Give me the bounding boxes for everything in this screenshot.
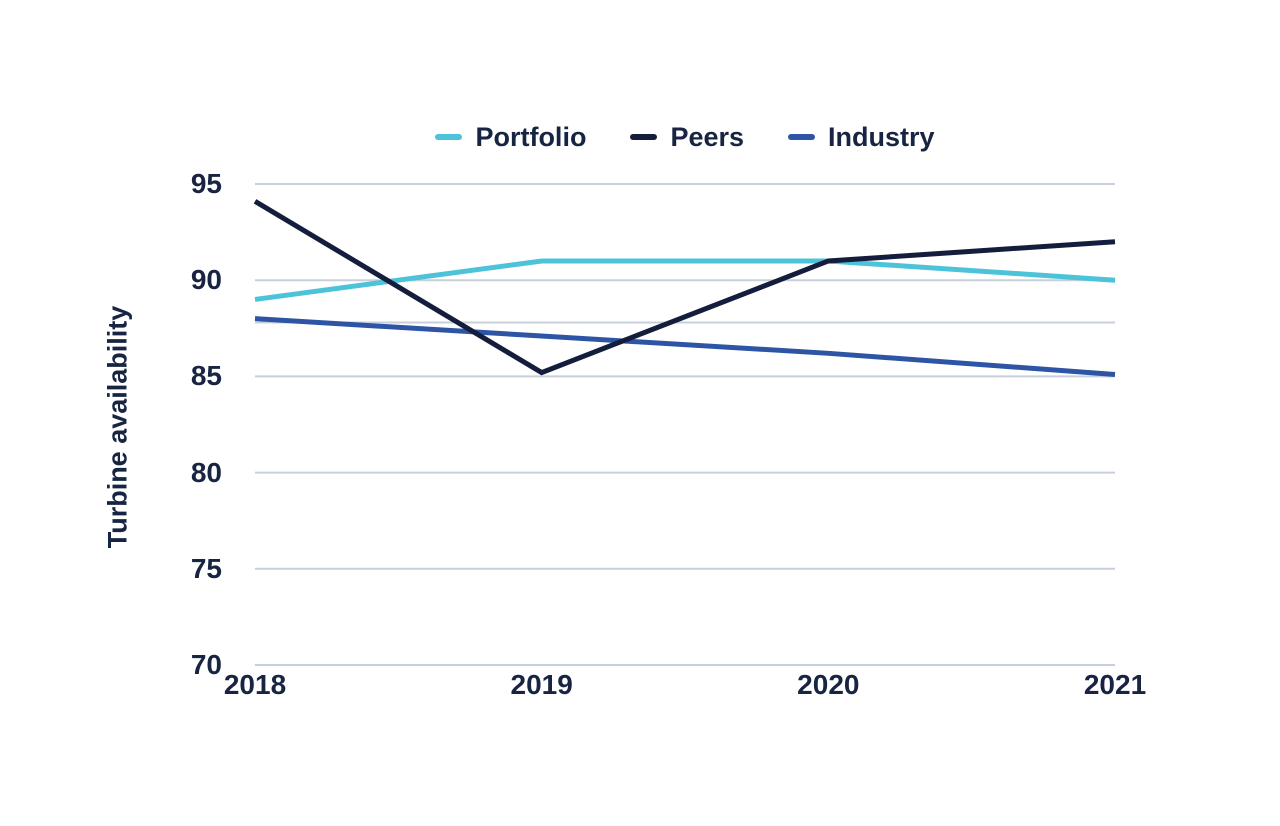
y-tick-label-85: 85	[190, 360, 222, 392]
legend-label-industry: Industry	[828, 121, 935, 152]
y-tick-label-95: 95	[190, 168, 222, 199]
y-tick-label-70: 70	[190, 649, 222, 680]
x-tick-label-2019: 2019	[510, 669, 573, 700]
x-tick-label-2021: 2021	[1083, 669, 1147, 700]
series-line-peers	[253, 199, 1116, 376]
y-axis-title: Turbine availability	[102, 305, 133, 549]
legend-swatch-portfolio	[435, 134, 463, 140]
legend-label-portfolio: Portfolio	[475, 121, 587, 152]
y-tick-label-90: 90	[190, 264, 222, 296]
legend-item-industry: Industry	[788, 122, 935, 153]
x-tick-label-2018: 2018	[223, 669, 287, 700]
series-line-industry	[254, 316, 1116, 377]
series-lines	[253, 199, 1116, 377]
legend: Portfolio Peers Industry	[255, 121, 1115, 153]
legend-item-portfolio: Portfolio	[435, 122, 586, 153]
y-tick-label-75: 75	[190, 552, 222, 584]
legend-swatch-industry	[788, 134, 816, 140]
legend-swatch-peers	[630, 134, 658, 140]
x-tick-label-2020: 2020	[797, 669, 860, 700]
y-tick-label-80: 80	[190, 456, 222, 488]
legend-item-peers: Peers	[630, 122, 744, 153]
series-line-portfolio	[254, 258, 1116, 302]
legend-label-peers: Peers	[670, 121, 745, 152]
gridlines	[255, 183, 1115, 666]
